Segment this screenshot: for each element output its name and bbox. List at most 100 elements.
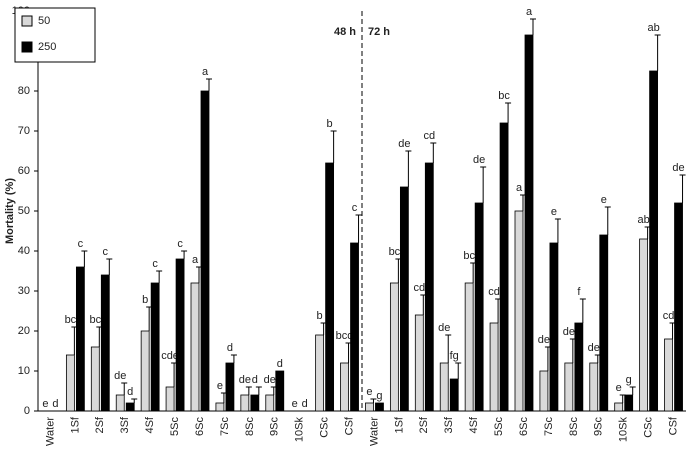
- legend-label: 250: [38, 41, 56, 53]
- bar: [90, 346, 100, 412]
- significance-letter: b: [327, 118, 333, 130]
- bar: [539, 370, 549, 412]
- bar: [190, 282, 200, 412]
- significance-letter: de: [438, 322, 450, 334]
- significance-letter: de: [264, 374, 276, 386]
- bar: [225, 362, 235, 412]
- significance-letter: e: [601, 194, 607, 206]
- x-tick-label: CSc: [643, 417, 655, 438]
- y-tick-label: 70: [18, 125, 30, 137]
- x-tick-label: 7Sc: [219, 417, 231, 436]
- bar: [265, 394, 275, 412]
- bar: [599, 234, 609, 412]
- bar: [315, 334, 325, 412]
- x-tick-label: Water: [44, 417, 56, 446]
- significance-letter: e: [551, 206, 557, 218]
- significance-letter: a: [202, 66, 209, 78]
- x-tick-label: 6Sc: [194, 417, 206, 436]
- significance-letter: e: [366, 386, 372, 398]
- y-tick-label: 80: [18, 85, 30, 97]
- significance-letter: c: [103, 246, 109, 258]
- bar: [200, 90, 210, 412]
- y-tick-label: 10: [18, 365, 30, 377]
- significance-letter: ab: [637, 214, 649, 226]
- bar: [664, 338, 673, 412]
- bar: [75, 266, 85, 412]
- bar: [624, 394, 634, 412]
- x-tick-label: 1Sf: [393, 416, 405, 433]
- bar: [150, 282, 160, 412]
- annotation: 48 h: [334, 26, 356, 38]
- x-tick-label: 4Sf: [468, 416, 480, 433]
- bar: [439, 362, 449, 412]
- significance-letter: bcd: [336, 330, 354, 342]
- significance-letter: fg: [450, 350, 459, 362]
- significance-letter: e: [42, 398, 48, 410]
- significance-letter: d: [302, 398, 308, 410]
- significance-letter: c: [78, 238, 84, 250]
- significance-letter: a: [192, 254, 199, 266]
- bar: [574, 322, 584, 412]
- bar: [140, 330, 150, 412]
- x-tick-label: 2Sf: [418, 416, 430, 433]
- significance-letter: e: [217, 380, 223, 392]
- x-tick-label: 10Sk: [294, 417, 306, 443]
- x-tick-label: 4Sf: [144, 416, 156, 433]
- x-tick-label: 9Sc: [269, 417, 281, 436]
- legend-label: 50: [38, 15, 50, 27]
- bar: [65, 354, 75, 412]
- y-tick-label: 50: [18, 205, 30, 217]
- bar: [424, 162, 434, 412]
- significance-letter: c: [152, 258, 158, 270]
- x-tick-label: CSc: [319, 417, 331, 438]
- significance-letter: cd: [423, 130, 435, 142]
- x-tick-label: Water: [368, 417, 380, 446]
- x-tick-label: 3Sf: [119, 416, 131, 433]
- y-tick-label: 40: [18, 245, 30, 257]
- x-tick-label: 10Sk: [618, 417, 630, 443]
- significance-letter: f: [577, 286, 581, 298]
- bar: [325, 162, 335, 412]
- significance-letter: g: [626, 374, 632, 386]
- significance-letter: bc: [498, 90, 510, 102]
- significance-letter: bc: [463, 250, 475, 262]
- significance-letter: cd: [413, 282, 425, 294]
- significance-letter: d: [227, 342, 233, 354]
- legend-swatch: [21, 41, 33, 53]
- bar: [614, 402, 624, 412]
- annotation: 72 h: [368, 26, 390, 38]
- y-tick-label: 0: [24, 405, 30, 417]
- bar: [115, 394, 125, 412]
- bar: [549, 242, 559, 412]
- significance-letter: d: [277, 358, 283, 370]
- significance-letter: bc: [65, 314, 77, 326]
- significance-letter: c: [352, 202, 358, 214]
- significance-letter: a: [516, 182, 523, 194]
- significance-letter: b: [142, 294, 148, 306]
- y-tick-label: 30: [18, 285, 30, 297]
- bar: [100, 274, 110, 412]
- y-tick-label: 20: [18, 325, 30, 337]
- bar: [514, 210, 524, 412]
- significance-letter: g: [376, 390, 382, 402]
- bar: [250, 394, 260, 412]
- x-tick-label: CSf: [667, 416, 679, 435]
- legend-swatch: [21, 15, 33, 27]
- x-tick-label: 5Sc: [169, 417, 181, 436]
- significance-letter: de: [563, 326, 575, 338]
- x-tick-label: 2Sf: [94, 416, 106, 433]
- bar: [340, 362, 349, 412]
- x-tick-label: CSf: [343, 416, 355, 435]
- significance-letter: c: [177, 238, 183, 250]
- bar: [275, 370, 285, 412]
- significance-letter: bc: [389, 246, 401, 258]
- x-tick-label: 5Sc: [493, 417, 505, 436]
- bar: [240, 394, 250, 412]
- significance-letter: cde: [161, 350, 179, 362]
- x-tick-label: 1Sf: [69, 416, 81, 433]
- significance-letter: de: [588, 342, 600, 354]
- x-tick-label: 7Sc: [543, 417, 555, 436]
- significance-letter: d: [252, 374, 258, 386]
- bar: [674, 202, 683, 412]
- significance-letter: e: [292, 398, 298, 410]
